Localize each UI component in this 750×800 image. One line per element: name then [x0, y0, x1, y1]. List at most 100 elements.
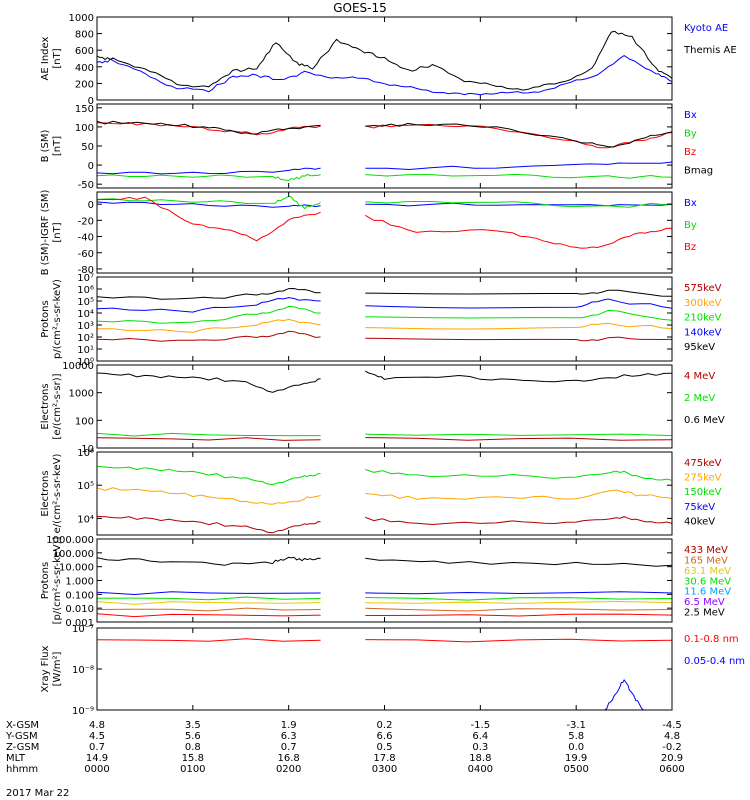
- y-tick-label: 10¹: [77, 345, 94, 356]
- series-line-themis-ae: [97, 30, 672, 91]
- x-table-value: 0200: [276, 764, 301, 775]
- y-tick-label: 10⁻⁹: [72, 706, 94, 717]
- y-tick-label: -80: [78, 265, 94, 276]
- x-table-value: 0100: [180, 764, 205, 775]
- panel-5: 10 100 1000 10000 Electrons [e/(cm²-s-sr)] 4 M…: [40, 361, 725, 455]
- x-axis-table: X-GSM 4.8 3.5 1.9 0.2 -1.5 -3.1 -4.5 Y-GSM 4.5 5.6…: [5, 720, 685, 775]
- legend-entry: 0.05-0.4 nm: [684, 656, 745, 667]
- series-line-0-05-0-4-nm: [604, 679, 644, 710]
- y-tick-label: 10⁻⁸: [72, 665, 94, 676]
- y-axis-label: [nT]: [52, 222, 63, 242]
- legend-entry: Bmag: [684, 166, 713, 177]
- panel-7: 0.001 0.010 0.100 1.000 10.000 100.000 1000.00…: [40, 535, 731, 629]
- legend-entry: 4 MeV: [684, 371, 715, 382]
- x-table-value: -4.5: [662, 720, 682, 731]
- series-line-0-1-0-8-nm: [97, 638, 672, 643]
- legend-entry: 150keV: [684, 487, 722, 498]
- y-tick-label: 600: [75, 46, 94, 57]
- y-tick-label: 10⁰: [77, 357, 94, 368]
- y-tick-label: -50: [78, 180, 94, 191]
- x-table-value: 18.8: [469, 753, 491, 764]
- y-tick-label: -60: [78, 249, 94, 260]
- x-table-value: 5.6: [185, 731, 201, 742]
- y-axis-label: [nT]: [52, 48, 63, 68]
- series-line-11-6-mev: [97, 591, 672, 596]
- legend-entry: 11.6 MeV: [684, 587, 731, 598]
- x-table-value: 0.7: [281, 742, 297, 753]
- y-tick-label: 10.000: [59, 563, 94, 574]
- series-line-63-1-mev: [97, 600, 672, 605]
- legend-entry: 2 MeV: [684, 393, 715, 404]
- y-tick-label: 10⁷: [77, 273, 94, 284]
- y-tick-label: 10³: [77, 321, 94, 332]
- y-axis-label: [e/(cm²-s-sr)]: [52, 373, 63, 439]
- legend-entry: 75keV: [684, 502, 715, 513]
- y-tick-label: 10⁴: [77, 514, 94, 525]
- x-table-value: 0.7: [89, 742, 105, 753]
- y-tick-label: 0: [88, 96, 94, 107]
- y-axis-label: Protons: [40, 300, 51, 337]
- x-table-row-label: hhmm: [6, 764, 38, 775]
- series-line-433-mev: [97, 556, 672, 567]
- y-axis-label: B (SM)-IGRF (SM): [40, 190, 51, 276]
- series-line-30-6-mev: [97, 596, 672, 601]
- y-tick-label: 1000.000: [46, 535, 94, 546]
- y-tick-label: 10: [81, 444, 94, 455]
- y-axis-label: [nT]: [52, 136, 63, 156]
- x-table-value: 16.8: [278, 753, 300, 764]
- y-axis-label: Protons: [40, 562, 51, 599]
- x-table-value: 0000: [84, 764, 109, 775]
- series-line-kyoto-ae: [97, 54, 672, 96]
- y-tick-label: 150: [75, 104, 94, 115]
- series-line-bz: [97, 196, 672, 249]
- y-tick-label: 100: [75, 416, 94, 427]
- series-line-95kev: [97, 330, 672, 342]
- x-table-value: 0.2: [377, 720, 393, 731]
- y-tick-label: 1000: [69, 13, 94, 24]
- series-line-0-6-mev: [97, 370, 672, 393]
- y-axis-label: AE Index: [40, 36, 51, 80]
- y-axis-label: Electrons: [40, 470, 51, 516]
- series-line-575kev: [97, 287, 672, 300]
- legend-entry: 6.5 MeV: [684, 597, 725, 608]
- series-line-475kev: [97, 465, 672, 486]
- series-line-165-mev: [97, 607, 672, 612]
- x-table-value: 0.8: [185, 742, 201, 753]
- y-axis-label: [p/(cm²-s-sr-keV)]: [52, 537, 63, 625]
- y-tick-label: 800: [75, 30, 94, 41]
- x-table-value: 0.0: [568, 742, 584, 753]
- legend-entry: By: [684, 129, 697, 140]
- y-axis-label: Xray Flux: [40, 645, 51, 692]
- x-table-value: 6.3: [281, 731, 297, 742]
- legend-entry: 475keV: [684, 458, 722, 469]
- legend-entry: 0.6 MeV: [684, 415, 725, 426]
- x-table-value: -3.1: [566, 720, 586, 731]
- legend-entry: 433 MeV: [684, 545, 728, 556]
- x-table-value: 15.8: [182, 753, 204, 764]
- legend-entry: 30.6 MeV: [684, 576, 731, 587]
- y-tick-label: 0.001: [65, 618, 94, 629]
- y-axis-label: [W/m²]: [52, 651, 63, 686]
- y-tick-label: 10000: [62, 361, 94, 372]
- y-tick-label: 10⁴: [77, 309, 94, 320]
- series-line-bmag: [97, 120, 672, 148]
- y-tick-label: 0: [88, 200, 94, 211]
- y-tick-label: 50: [81, 142, 94, 153]
- x-table-row-label: MLT: [6, 753, 26, 764]
- panel-3: -80 -60 -40 -20 0 B (SM)-IGRF (SM) [nT] Bx By Bz: [40, 190, 697, 276]
- series-line-300kev: [97, 297, 672, 313]
- x-table-value: 0400: [468, 764, 493, 775]
- x-table-value: 0.5: [377, 742, 393, 753]
- series-line-bx: [97, 161, 672, 175]
- y-tick-label: -40: [78, 233, 94, 244]
- x-table-value: 0500: [563, 764, 588, 775]
- legend-entry: 40keV: [684, 516, 715, 527]
- y-tick-label: -20: [78, 216, 94, 227]
- y-tick-label: 10⁵: [77, 481, 94, 492]
- x-table-value: 1.9: [281, 720, 297, 731]
- x-table-value: 20.9: [661, 753, 683, 764]
- x-table-value: -1.5: [471, 720, 491, 731]
- legend-entry: 275keV: [684, 473, 722, 484]
- y-tick-label: 10⁶: [77, 285, 94, 296]
